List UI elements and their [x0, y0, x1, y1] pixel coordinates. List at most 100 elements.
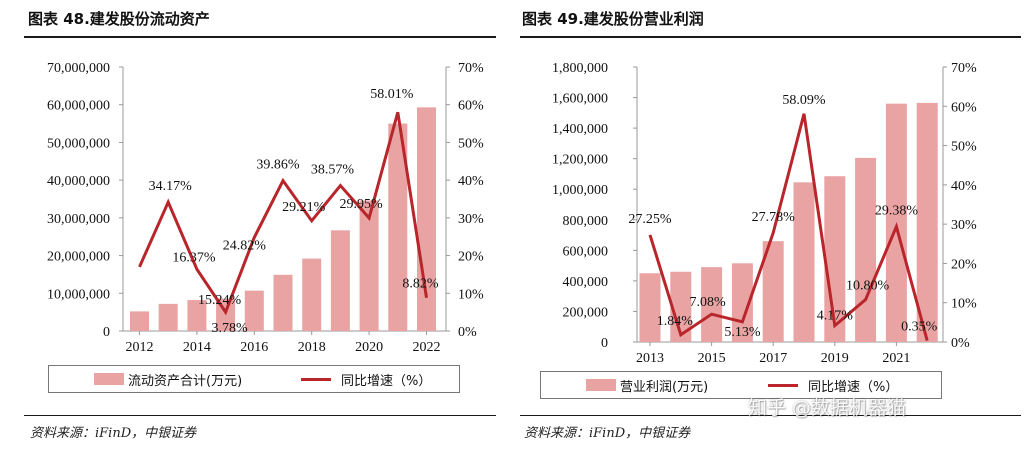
left-tick-label: 1,200,000 — [552, 153, 608, 168]
bar — [762, 241, 784, 342]
left-tick-label: 1,000,000 — [552, 183, 608, 198]
data-label: 15.24% — [198, 293, 242, 308]
source-note: 资料来源：iFinD，中银证券 — [30, 426, 197, 441]
data-label: 29.21% — [282, 200, 326, 215]
x-tick-label: 2022 — [413, 340, 441, 355]
left-tick-label: 40,000,000 — [47, 174, 110, 189]
bar — [855, 157, 877, 342]
bar — [330, 230, 350, 331]
bar — [273, 274, 293, 331]
chart-operating-profit: 0 200,000 400,000 600,000 800,000 1,000,000 1,… — [552, 61, 977, 366]
right-tick-label: 40% — [458, 174, 484, 189]
x-tick-label: 2012 — [126, 340, 154, 355]
left-tick-label: 70,000,000 — [47, 61, 110, 76]
right-tick-label: 20% — [458, 250, 484, 265]
x-tick-label: 2017 — [759, 351, 787, 366]
right-tick-label: 60% — [458, 99, 484, 114]
title-rule — [520, 36, 1021, 38]
left-tick-label: 20,000,000 — [47, 250, 110, 265]
data-label: 27.78% — [752, 210, 796, 225]
bottom-rule — [24, 415, 496, 416]
x-tick-label: 2015 — [698, 351, 726, 366]
watermark: 知乎 @数据机器猫 — [748, 397, 907, 419]
chart-panel-operating-profit: 图表 49.建发股份营业利润 0 200,000 400,000 600,000 800… — [518, 0, 1027, 452]
legend-line-swatch — [301, 377, 331, 381]
data-label: 4.17% — [817, 309, 854, 324]
legend-bar-swatch — [586, 379, 616, 391]
legend: 营业利润(万元) 同比增速（%） — [540, 371, 942, 399]
legend-bar-label: 流动资产合计(万元) — [128, 373, 243, 389]
left-tick-label: 1,400,000 — [552, 122, 608, 137]
data-label: 58.01% — [370, 87, 414, 102]
data-label: 5.13% — [724, 325, 761, 340]
bar — [639, 273, 661, 342]
data-label: 7.08% — [690, 295, 727, 310]
right-tick-label: 70% — [458, 61, 484, 76]
data-label: 3.78% — [212, 321, 249, 336]
data-label: 29.95% — [340, 197, 384, 212]
right-tick-label: 50% — [458, 136, 484, 151]
x-tick-label: 2021 — [882, 351, 910, 366]
x-tick-label: 2018 — [298, 340, 326, 355]
data-label: 38.57% — [311, 163, 355, 178]
bar — [916, 102, 938, 343]
data-label: 0.35% — [901, 320, 938, 335]
left-tick-label: 400,000 — [563, 275, 609, 290]
bar — [158, 303, 178, 331]
data-label: 16.37% — [172, 250, 216, 265]
x-tick-label: 2016 — [240, 340, 268, 355]
source-note: 资料来源：iFinD，中银证券 — [524, 426, 691, 441]
growth-line — [648, 113, 929, 342]
data-label: 10.80% — [846, 279, 890, 294]
data-label: 27.25% — [628, 212, 672, 227]
bar — [388, 123, 408, 331]
bottom-rule — [520, 415, 1021, 416]
legend-bar-swatch — [94, 373, 124, 385]
bar — [670, 271, 692, 342]
bar — [187, 300, 207, 331]
left-tick-label: 10,000,000 — [47, 287, 110, 302]
right-tick-label: 20% — [951, 257, 977, 272]
bar — [130, 311, 149, 331]
right-tick-label: 10% — [458, 287, 484, 302]
data-label: 34.17% — [149, 179, 193, 194]
data-label: 1.84% — [657, 314, 694, 329]
left-tick-label: 1,600,000 — [552, 92, 608, 107]
figure-title: 图表 48.建发股份流动资产 — [28, 10, 210, 28]
left-tick-label: 800,000 — [563, 214, 609, 229]
title-rule — [24, 36, 496, 38]
left-tick-label: 1,800,000 — [552, 61, 608, 76]
x-tick-label: 2019 — [821, 351, 849, 366]
legend-item-line: 同比增速（%） — [768, 372, 898, 398]
data-label: 39.86% — [256, 158, 300, 173]
legend-item-bar: 营业利润(万元) — [586, 372, 708, 398]
data-label: 24.82% — [223, 238, 267, 253]
legend-item-line: 同比增速（%） — [301, 366, 431, 392]
x-tick-label: 2014 — [183, 340, 211, 355]
data-label: 29.38% — [875, 204, 919, 219]
left-tick-label: 600,000 — [563, 244, 609, 259]
left-tick-label: 60,000,000 — [47, 99, 110, 114]
data-label: 8.82% — [402, 277, 439, 292]
left-tick-label: 200,000 — [563, 305, 609, 320]
right-tick-label: 50% — [951, 140, 977, 155]
figure-title: 图表 49.建发股份营业利润 — [522, 10, 704, 28]
bar — [731, 263, 753, 342]
right-tick-label: 0% — [951, 336, 970, 351]
left-tick-label: 0 — [103, 325, 110, 340]
x-tick-label: 2020 — [355, 340, 383, 355]
x-tick-label: 2013 — [636, 351, 664, 366]
bar — [302, 258, 322, 331]
left-tick-label: 50,000,000 — [47, 136, 110, 151]
legend-line-label: 同比增速（%） — [808, 379, 899, 395]
bar — [244, 290, 264, 331]
right-tick-label: 40% — [951, 179, 977, 194]
legend-bar-label: 营业利润(万元) — [620, 379, 709, 395]
legend: 流动资产合计(万元) 同比增速（%） — [48, 365, 460, 393]
bar — [793, 182, 815, 342]
bar — [824, 176, 846, 342]
data-label: 58.09% — [782, 93, 826, 108]
right-tick-label: 0% — [458, 325, 477, 340]
left-tick-label: 0 — [601, 336, 608, 351]
left-tick-label: 30,000,000 — [47, 212, 110, 227]
